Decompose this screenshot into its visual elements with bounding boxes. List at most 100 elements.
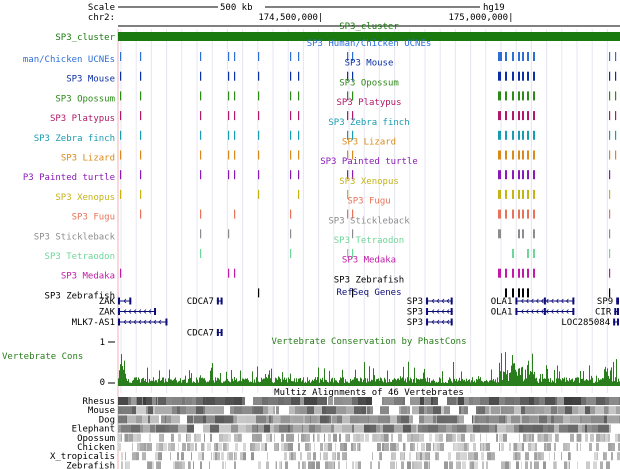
ucne-element[interactable] <box>200 71 202 81</box>
multiz-row[interactable] <box>118 415 620 424</box>
ucne-element[interactable] <box>228 150 230 160</box>
ucne-track[interactable]: SP3 Fugu SP3 Fugu <box>72 197 611 223</box>
ucne-element[interactable] <box>347 189 349 199</box>
ucne-element[interactable] <box>533 71 535 81</box>
ucne-element[interactable] <box>290 52 292 61</box>
ucne-element[interactable] <box>522 268 524 278</box>
ucne-element[interactable] <box>200 249 202 258</box>
ucne-element[interactable] <box>527 130 529 140</box>
ucne-element[interactable] <box>527 189 529 199</box>
ucne-element[interactable] <box>522 111 524 121</box>
ucne-element[interactable] <box>533 170 535 180</box>
ucne-element[interactable] <box>518 130 520 140</box>
ucne-element[interactable] <box>352 111 354 121</box>
ucne-track[interactable]: man/Chicken UCNEs SP3 Human/Chicken UCNEs <box>23 39 617 65</box>
ucne-element[interactable] <box>352 52 354 61</box>
ucne-track[interactable]: SP3 Opossum SP3 Opossum <box>55 78 617 104</box>
ucne-element[interactable] <box>298 111 300 121</box>
ucne-element[interactable] <box>498 170 501 180</box>
gene-ola1[interactable]: OLA1 <box>491 297 575 307</box>
ucne-element[interactable] <box>505 52 507 61</box>
ucne-element[interactable] <box>258 189 260 199</box>
ucne-element[interactable] <box>609 249 611 258</box>
ucne-element[interactable] <box>200 170 202 180</box>
ucne-element[interactable] <box>609 111 611 121</box>
ucne-track[interactable]: SP3 Stickleback SP3 Stickleback <box>34 216 611 242</box>
ucne-element[interactable] <box>615 91 617 101</box>
ucne-element[interactable] <box>609 288 611 298</box>
ucne-element[interactable] <box>140 111 142 121</box>
ucne-element[interactable] <box>512 71 514 81</box>
ucne-element[interactable] <box>290 71 292 81</box>
ucne-element[interactable] <box>522 52 524 61</box>
ucne-element[interactable] <box>352 249 354 258</box>
ucne-element[interactable] <box>505 268 507 278</box>
ucne-element[interactable] <box>518 91 520 101</box>
ucne-element[interactable] <box>505 91 507 101</box>
ucne-element[interactable] <box>527 268 529 278</box>
ucne-track[interactable]: P3 Painted turtle SP3 Painted turtle <box>23 157 611 183</box>
multiz-row[interactable] <box>118 397 620 405</box>
ucne-element[interactable] <box>120 170 122 180</box>
gene-ola1[interactable]: OLA1 <box>491 308 575 318</box>
gene-sp3[interactable]: SP3 <box>407 308 453 318</box>
ucne-element[interactable] <box>298 189 300 199</box>
multiz-row[interactable] <box>118 443 620 451</box>
ucne-element[interactable] <box>290 249 292 258</box>
ucne-element[interactable] <box>609 189 611 199</box>
ucne-element[interactable] <box>258 71 260 81</box>
ucne-element[interactable] <box>527 209 529 219</box>
ucne-element[interactable] <box>533 150 535 160</box>
ucne-element[interactable] <box>234 52 236 61</box>
ucne-element[interactable] <box>505 288 507 298</box>
ucne-element[interactable] <box>347 71 349 81</box>
ucne-element[interactable] <box>352 288 354 298</box>
ucne-element[interactable] <box>298 91 300 101</box>
ucne-element[interactable] <box>120 111 122 121</box>
ucne-element[interactable] <box>518 268 520 278</box>
ucne-element[interactable] <box>352 130 354 140</box>
ucne-element[interactable] <box>505 170 507 180</box>
ucne-element[interactable] <box>258 170 260 180</box>
ucne-element[interactable] <box>609 71 611 81</box>
gene-mlk7-as1[interactable]: MLK7-AS1 <box>72 318 168 328</box>
ucne-element[interactable] <box>228 130 230 140</box>
ucne-element[interactable] <box>120 91 122 101</box>
ucne-element[interactable] <box>228 91 230 101</box>
ucne-element[interactable] <box>234 170 236 180</box>
ucne-element[interactable] <box>228 52 230 61</box>
ucne-element[interactable] <box>200 209 202 219</box>
ucne-element[interactable] <box>352 170 354 180</box>
ucne-element[interactable] <box>498 130 501 140</box>
ucne-element[interactable] <box>140 189 142 199</box>
ucne-element[interactable] <box>505 130 507 140</box>
ucne-track[interactable]: SP3 Medaka SP3 Medaka <box>61 256 611 282</box>
ucne-track[interactable]: SP3 Mouse SP3 Mouse <box>66 59 617 85</box>
ucne-element[interactable] <box>533 268 535 278</box>
ucne-element[interactable] <box>228 111 230 121</box>
ucne-element[interactable] <box>498 150 501 160</box>
ucne-element[interactable] <box>615 130 617 140</box>
ucne-element[interactable] <box>498 52 502 61</box>
ucne-element[interactable] <box>615 150 617 160</box>
ucne-element[interactable] <box>527 150 529 160</box>
ucne-element[interactable] <box>234 209 236 219</box>
ucne-element[interactable] <box>512 150 514 160</box>
gene-zak[interactable]: ZAK <box>99 297 132 307</box>
ucne-element[interactable] <box>234 111 236 121</box>
ucne-element[interactable] <box>609 150 611 160</box>
gene-cdca7[interactable]: CDCA7 <box>187 297 223 307</box>
ucne-element[interactable] <box>512 52 514 61</box>
ucne-element[interactable] <box>140 71 142 81</box>
gene-cir[interactable]: CIR <box>595 308 619 318</box>
ucne-element[interactable] <box>200 150 202 160</box>
ucne-element[interactable] <box>518 288 520 298</box>
gene-zak[interactable]: ZAK <box>99 308 157 318</box>
ucne-element[interactable] <box>609 209 611 219</box>
ucne-element[interactable] <box>615 71 617 81</box>
multiz-alignment-track[interactable]: RhesusMouseDogElephantOpossumChickenX_tr… <box>50 388 620 469</box>
ucne-element[interactable] <box>290 130 292 140</box>
ucne-element[interactable] <box>512 288 514 298</box>
ucne-element[interactable] <box>120 150 122 160</box>
